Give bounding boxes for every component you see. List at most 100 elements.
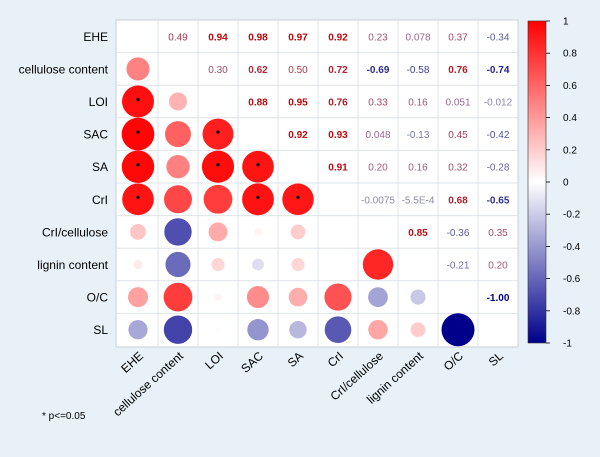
colorbar-tick-label: 0.2 <box>563 145 577 156</box>
significance-marker <box>136 195 140 199</box>
colorbar-tick-label: -0.8 <box>563 306 581 317</box>
colorbar-tick-label: -0.6 <box>563 274 581 285</box>
correlation-value: 0.76 <box>448 65 468 76</box>
correlation-value: 0.20 <box>488 261 508 272</box>
correlation-circle <box>247 319 269 341</box>
correlation-circle <box>288 287 308 307</box>
correlation-circle <box>291 257 305 272</box>
correlation-circle <box>163 185 193 214</box>
correlation-value: -0.28 <box>487 163 510 174</box>
row-label: CrI/cellulose <box>42 225 108 239</box>
correlation-value: -0.34 <box>487 32 510 43</box>
correlation-value: 0.32 <box>448 163 468 174</box>
correlation-circle <box>410 322 426 338</box>
correlation-value: 0.23 <box>368 32 388 43</box>
colorbar-tick-label: 0.4 <box>563 113 577 124</box>
correlation-value: -0.012 <box>484 98 513 109</box>
colorbar-tick-label: 1 <box>563 17 569 28</box>
row-label: SAC <box>83 128 108 142</box>
column-label: LOI <box>202 349 226 372</box>
correlation-value: -0.36 <box>447 228 470 239</box>
row-label: LOI <box>89 95 108 109</box>
correlation-circle <box>133 259 143 270</box>
correlation-value: -5.5E-4 <box>402 195 435 206</box>
correlation-value: 0.76 <box>328 98 348 109</box>
correlation-value: 0.97 <box>288 32 308 43</box>
correlation-circle <box>122 183 154 216</box>
correlation-circle <box>201 150 235 183</box>
colorbar-ticks: 1 0.8 0.6 0.4 0.2 0 -0.2 -0.4 -0.6 -0.8 -1 <box>546 17 581 350</box>
colorbar-tick-label: 0.8 <box>563 49 577 60</box>
correlation-circle <box>203 184 233 214</box>
significance-marker <box>136 97 140 102</box>
correlation-circle <box>254 228 262 236</box>
correlation-circle <box>324 316 352 344</box>
significance-marker <box>216 163 220 167</box>
colorbar-tick-label: -0.4 <box>563 242 581 253</box>
correlation-circle <box>337 263 339 266</box>
correlation-circle <box>164 218 192 246</box>
colorbar-tick-label: -1 <box>563 339 572 350</box>
row-label: SL <box>93 323 108 337</box>
correlation-value: 0.35 <box>488 228 508 239</box>
correlation-value: 0.49 <box>168 32 188 43</box>
correlation-circle <box>362 249 394 280</box>
row-label: SA <box>92 160 108 174</box>
column-label: O/C <box>441 349 466 374</box>
correlation-circle <box>246 286 270 309</box>
correlation-value: 0.95 <box>288 98 308 109</box>
correlation-value: 0.33 <box>368 98 388 109</box>
correlation-circle <box>410 289 426 305</box>
correlation-circle <box>242 183 274 216</box>
correlation-circle <box>128 320 148 340</box>
correlation-circle <box>165 251 191 278</box>
significance-marker <box>216 130 220 134</box>
significance-marker <box>256 195 260 199</box>
correlation-value: 0.88 <box>248 98 268 109</box>
cells: 0.49 0.94 0.98 0.97 0.92 0.23 0.078 0.37 -0.34 0.… <box>121 32 513 347</box>
column-label: SL <box>486 349 507 369</box>
correlation-circle <box>208 222 228 242</box>
significance-marker <box>136 130 140 134</box>
correlation-circle <box>441 313 475 347</box>
correlation-value: 0.92 <box>288 130 308 141</box>
column-label: CrI <box>325 349 346 370</box>
correlation-circle <box>336 230 340 234</box>
correlation-circle <box>163 315 193 344</box>
correlation-circle <box>216 327 220 332</box>
correlation-circle <box>165 121 191 148</box>
correlation-circle <box>368 287 388 307</box>
correlation-circle <box>130 223 146 240</box>
correlation-value: 0.051 <box>445 98 470 109</box>
correlation-value: 0.45 <box>448 130 468 141</box>
significance-footnote: * p<=0.05 <box>42 411 86 422</box>
correlation-value: 0.91 <box>328 163 348 174</box>
correlation-value: 0.16 <box>408 98 428 109</box>
column-label: SA <box>285 349 306 370</box>
correlation-circle <box>127 287 149 308</box>
correlation-circle <box>242 150 274 183</box>
correlation-circle <box>289 320 307 339</box>
row-label: O/C <box>87 291 109 305</box>
correlation-value: -0.42 <box>487 130 510 141</box>
correlation-value: 0.85 <box>408 228 428 239</box>
correlation-circle <box>166 155 190 179</box>
correlation-circle <box>214 293 222 301</box>
correlation-value: 0.50 <box>288 65 308 76</box>
correlation-circle <box>168 92 188 111</box>
column-label: cellulose content <box>110 348 186 419</box>
colorbar-tick-label: 0.6 <box>563 81 577 92</box>
correlation-circle <box>122 85 154 118</box>
correlation-circle <box>324 283 352 311</box>
correlation-value: -1.00 <box>487 293 510 304</box>
correlation-value: 0.68 <box>448 195 468 206</box>
correlation-value: 0.048 <box>365 130 390 141</box>
correlation-circle <box>211 257 225 272</box>
significance-marker <box>256 163 260 167</box>
correlation-value: -0.65 <box>487 195 510 206</box>
correlation-value: -0.69 <box>367 65 390 76</box>
correlation-circle <box>202 118 234 150</box>
colorbar <box>527 20 547 344</box>
correlation-value: -0.21 <box>447 261 470 272</box>
correlation-value: 0.72 <box>328 65 348 76</box>
